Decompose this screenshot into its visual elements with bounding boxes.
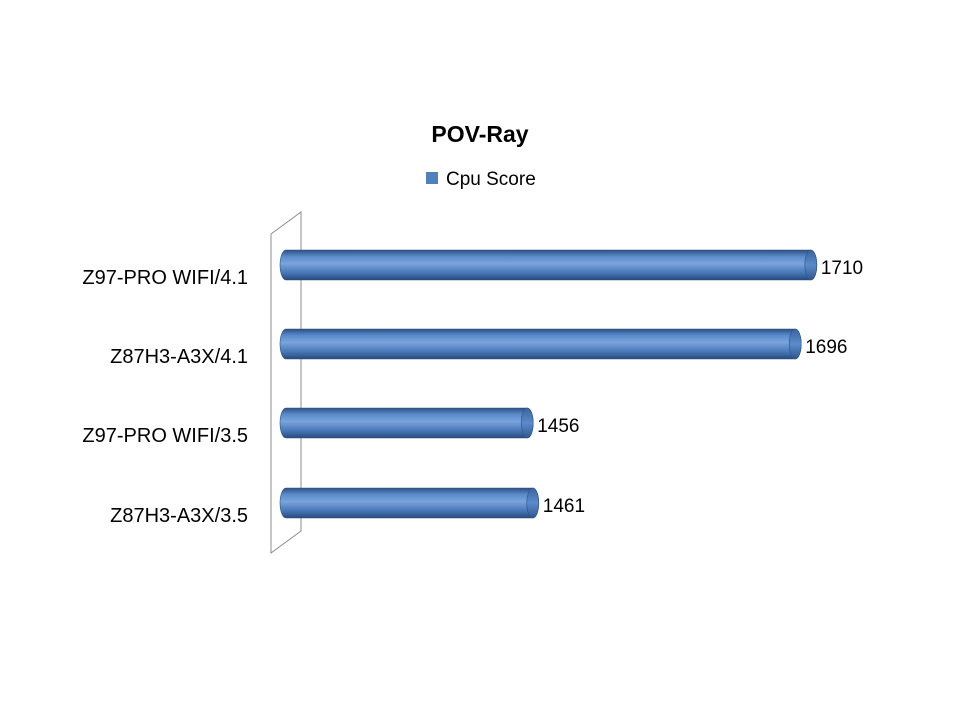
bar-end-cap bbox=[526, 487, 540, 519]
category-label: Z97-PRO WIFI/4.1 bbox=[82, 267, 248, 289]
category-axis-plane bbox=[270, 211, 302, 554]
bar-body bbox=[279, 249, 818, 281]
legend-swatch bbox=[426, 172, 438, 184]
bar-end-cap bbox=[788, 328, 802, 360]
bar-body bbox=[279, 407, 534, 439]
chart-title: POV-Ray bbox=[431, 121, 528, 147]
data-label: 1696 bbox=[805, 337, 847, 358]
category-labels: Z97-PRO WIFI/4.1 Z87H3-A3X/4.1 Z97-PRO W… bbox=[82, 267, 248, 527]
bar-end-cap bbox=[520, 407, 534, 439]
bar-body bbox=[279, 487, 540, 519]
bar bbox=[279, 407, 534, 439]
category-label: Z87H3-A3X/4.1 bbox=[110, 346, 248, 368]
bars bbox=[279, 249, 818, 519]
axis-wall bbox=[270, 211, 302, 554]
value-labels: 1710 1696 1456 1461 bbox=[537, 258, 863, 517]
bar-body bbox=[279, 328, 802, 360]
data-label: 1456 bbox=[537, 416, 579, 437]
bar-end-cap bbox=[804, 249, 818, 281]
bar bbox=[279, 328, 802, 360]
bar bbox=[279, 249, 818, 281]
bar bbox=[279, 487, 540, 519]
legend-label: Cpu Score bbox=[446, 169, 536, 190]
category-label: Z87H3-A3X/3.5 bbox=[110, 505, 248, 527]
data-label: 1461 bbox=[543, 496, 585, 517]
legend: Cpu Score bbox=[426, 169, 536, 190]
data-label: 1710 bbox=[821, 258, 863, 279]
category-label: Z97-PRO WIFI/3.5 bbox=[82, 425, 248, 447]
